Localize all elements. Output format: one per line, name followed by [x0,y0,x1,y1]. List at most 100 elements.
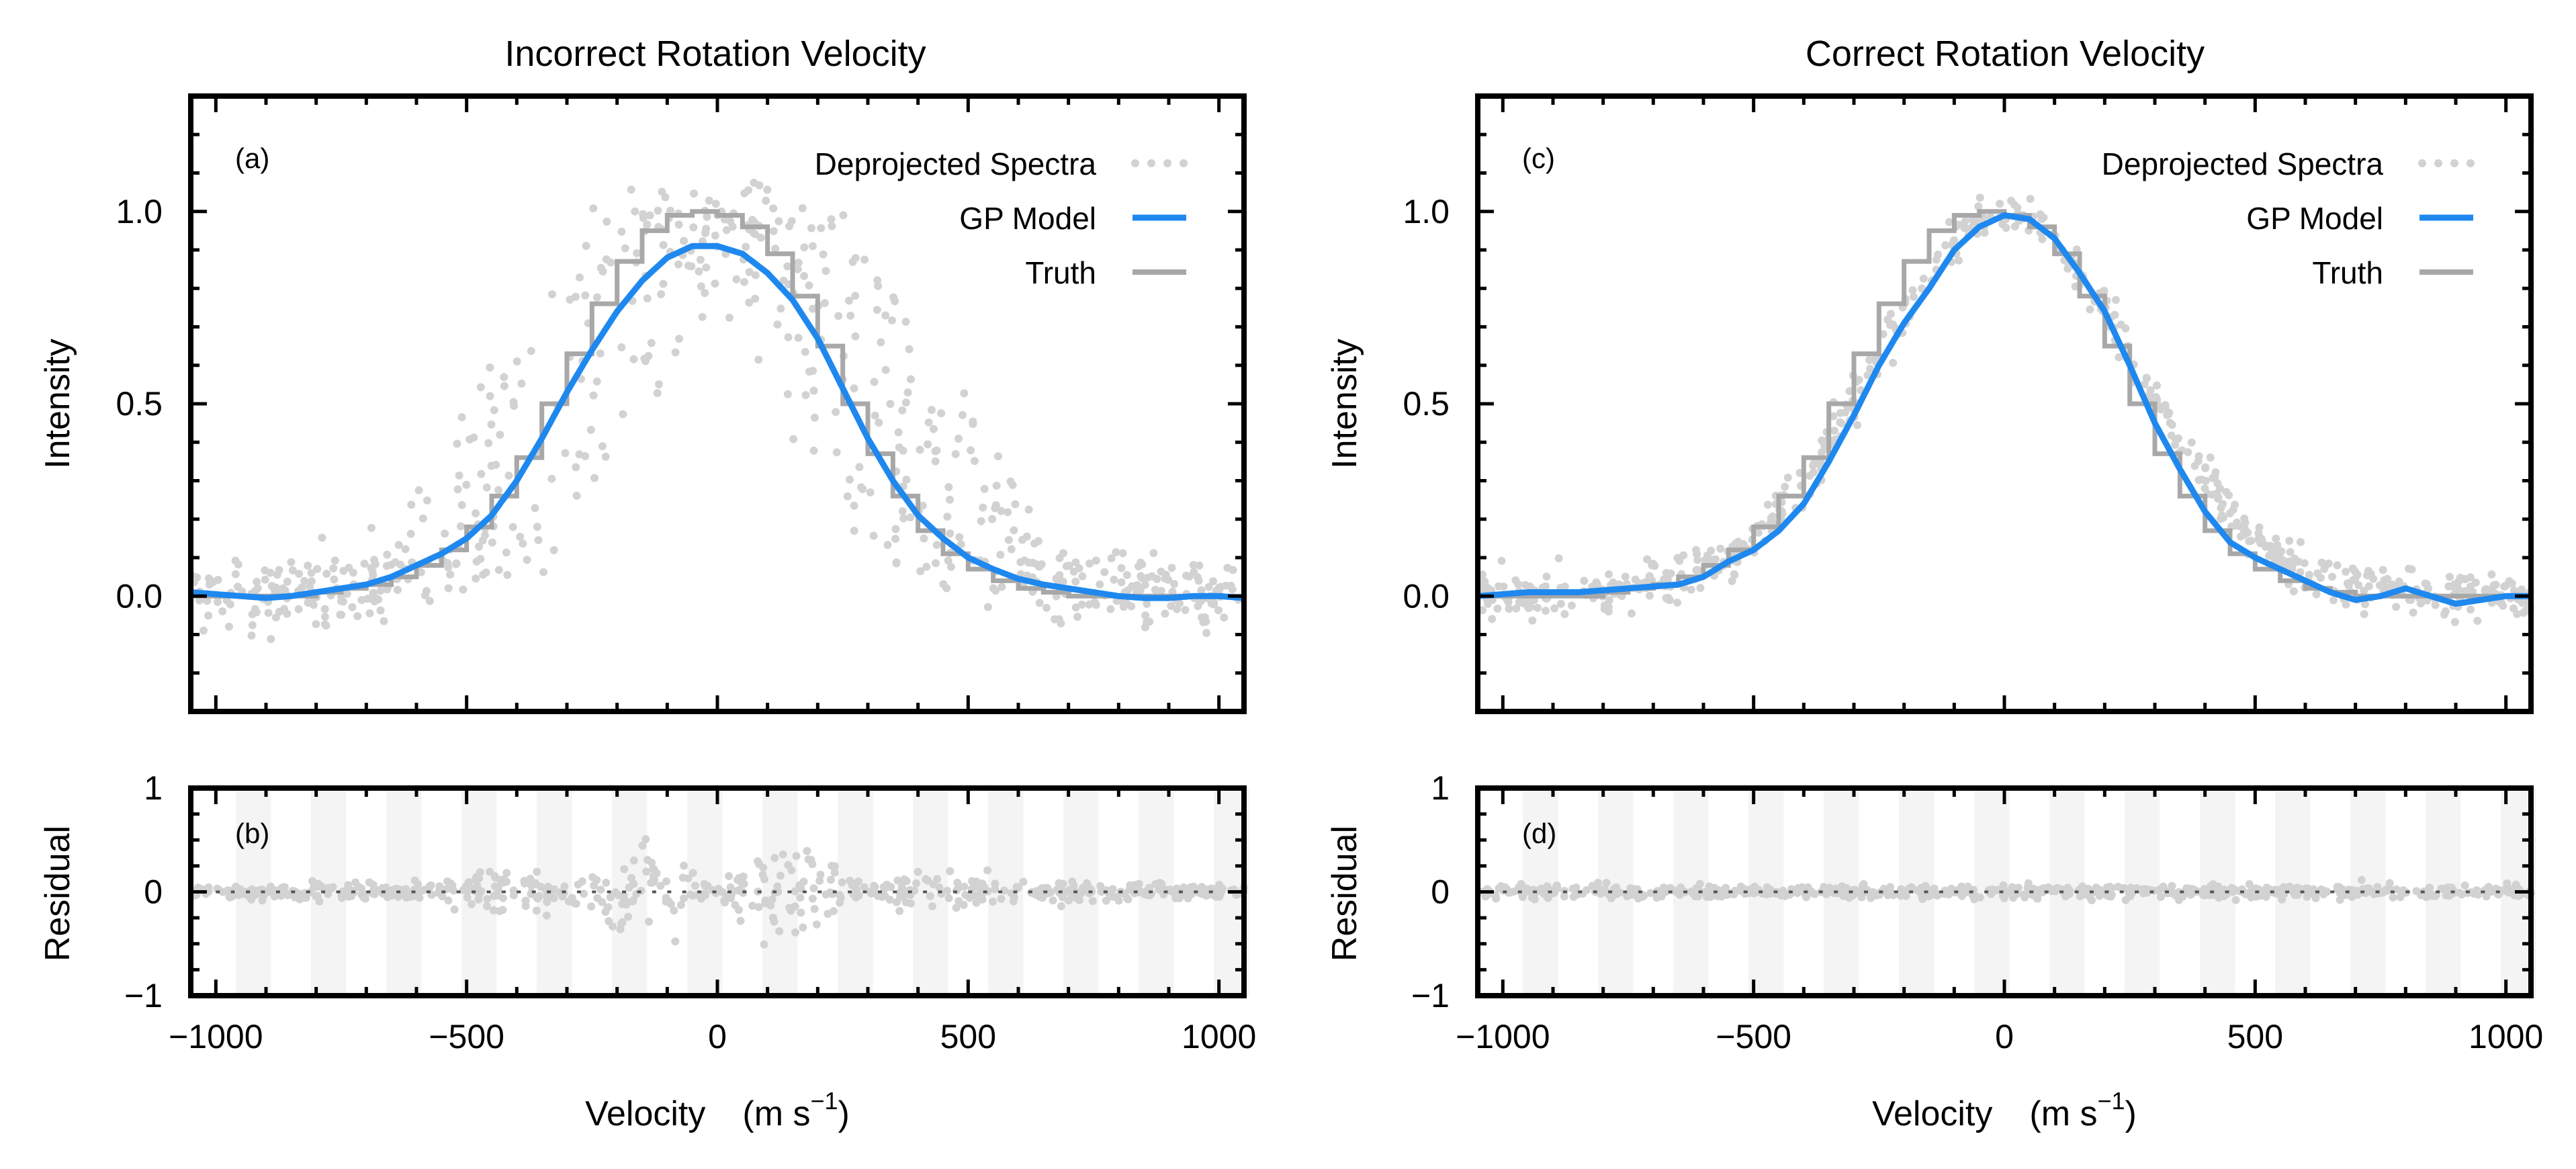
spectra-point [820,298,829,307]
spectra-point [455,471,463,480]
residual-point [1083,879,1092,887]
spectra-point [1117,578,1126,587]
spectra-point [1837,419,1846,428]
spectra-point [531,504,539,513]
spectra-point [654,380,663,389]
residual-point [928,902,936,910]
spectra-point [891,525,900,533]
spectra-point [1627,609,1636,618]
spectra-point [357,596,366,605]
residual-point [530,880,539,889]
spectra-point [2360,610,2368,619]
residual-point [1171,894,1180,902]
residual-point [435,882,444,891]
ylabel-c: Intensity [1325,339,1364,469]
spectra-point [1886,310,1895,318]
spectra-point [1865,355,1873,364]
spectra-point [320,605,329,613]
spectra-point [487,462,496,470]
residual-point [495,907,504,916]
residual-point [2126,886,2135,895]
spectra-point [871,411,879,420]
residual-point [1218,884,1227,893]
spectra-point [2282,561,2291,570]
spectra-point [2328,572,2337,581]
spectra-point [456,522,465,531]
spectra-point [2225,491,2233,500]
spectra-point [267,635,275,644]
spectra-point [1194,602,1202,611]
residual-point [370,890,379,899]
spectra-point [318,533,326,542]
spectra-point [370,556,379,564]
residual-point [2105,882,2114,891]
residual-point [926,892,934,900]
residual-point [726,883,735,892]
spectra-point [330,575,339,584]
spectra-point [619,410,627,419]
spectra-point [1170,580,1179,589]
residual-point [406,892,414,900]
spectra-point [349,568,357,577]
spectra-point [287,558,296,566]
legend-dot [1180,159,1188,167]
spectra-point [2285,536,2294,545]
spectra-point [848,257,857,266]
spectra-point [1707,556,1716,564]
residual-point [482,902,491,910]
residual-point [1035,892,1044,901]
spectra-point [2277,547,2286,556]
residual-point [1791,886,1800,895]
residual-point [1858,881,1867,890]
residual-point [415,894,424,902]
residual-point [734,886,742,895]
residual-point [2096,887,2105,896]
spectra-point [360,560,369,568]
residual-point [467,900,476,908]
spectra-point [516,532,525,541]
spectra-point [444,563,453,572]
spectra-point [783,262,792,271]
residual-point [1189,882,1198,891]
residual-point [498,894,507,902]
spectra-point [547,290,556,298]
spectra-point [887,316,896,324]
spectra-point [2161,403,2170,412]
spectra-point [488,538,496,547]
panel-label-d: (d) [1522,818,1556,849]
spectra-point [800,243,809,252]
spectra-point [798,204,807,212]
residual-point [740,879,748,888]
spectra-point [870,378,879,386]
y-tick-label: 0.5 [1403,385,1450,423]
residual-point [2364,884,2373,893]
spectra-point [1533,603,1542,612]
spectra-point [1524,604,1533,613]
spectra-point [643,294,652,303]
residual-point [2245,879,2254,888]
residual-point [1560,892,1568,901]
spectra-point [2466,605,2475,614]
spectra-point [1696,584,1705,593]
spectra-point [380,617,388,625]
residual-point [2200,891,2209,900]
spectra-point [2038,235,2047,244]
residual-point [642,867,651,876]
residual-point [895,907,904,916]
spectra-point [916,445,924,454]
x-tick-label: −500 [429,1018,504,1055]
spectra-point [751,230,760,239]
spectra-point [856,483,865,492]
spectra-point [969,420,977,429]
residual-point [1720,886,1728,895]
spectra-point [383,550,392,559]
residual-point [1108,885,1117,894]
spectra-point [827,215,836,224]
spectra-point [213,598,222,607]
residual-point [2063,883,2072,892]
spectra-point [1016,558,1025,566]
spectra-point [1693,556,1702,564]
spectra-point [457,413,466,422]
residual-point [2335,883,2344,892]
spectra-point [996,550,1005,559]
